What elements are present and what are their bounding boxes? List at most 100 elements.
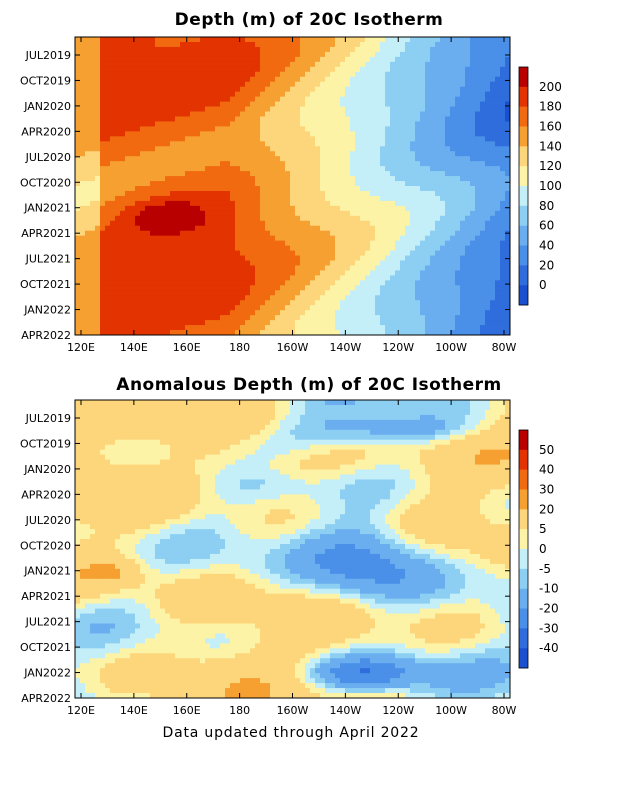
top-heatmap-cell — [265, 81, 271, 88]
top-heatmap-cell — [160, 71, 166, 78]
top-heatmap-cell — [290, 56, 296, 63]
top-heatmap-cell — [130, 255, 136, 261]
top-heatmap-cell — [110, 270, 116, 276]
top-heatmap-cell — [425, 275, 431, 281]
top-heatmap-cell — [250, 320, 256, 326]
top-heatmap-cell — [365, 101, 371, 107]
top-heatmap-cell — [475, 61, 481, 68]
top-heatmap-cell — [395, 310, 401, 316]
top-heatmap-cell — [455, 205, 461, 212]
top-heatmap-cell — [380, 141, 386, 147]
top-heatmap-cell — [460, 176, 466, 182]
top-heatmap-cell — [430, 235, 436, 242]
top-heatmap-cell — [185, 91, 191, 97]
top-heatmap-cell — [145, 255, 151, 261]
top-heatmap-cell — [85, 255, 91, 261]
top-heatmap-cell — [275, 76, 281, 83]
top-heatmap-cell — [475, 176, 481, 182]
top-heatmap-cell — [375, 295, 381, 301]
top-heatmap-cell — [495, 315, 501, 321]
top-heatmap-cell — [300, 146, 306, 152]
top-heatmap-cell — [440, 41, 446, 48]
top-heatmap-cell — [350, 151, 356, 157]
top-heatmap-cell — [480, 146, 486, 152]
top-heatmap-cell — [370, 46, 376, 53]
top-heatmap-cell — [390, 235, 396, 242]
top-heatmap-cell — [465, 101, 471, 107]
top-heatmap-cell — [140, 186, 146, 192]
top-heatmap-cell — [355, 181, 361, 187]
top-heatmap-cell — [430, 250, 436, 256]
top-heatmap-cell — [290, 265, 296, 271]
top-heatmap-cell — [105, 171, 111, 177]
top-heatmap-cell — [140, 240, 146, 246]
top-heatmap-cell — [240, 250, 246, 256]
top-heatmap-cell — [290, 111, 296, 117]
top-heatmap-cell — [470, 245, 476, 251]
top-heatmap-cell — [150, 41, 156, 48]
top-heatmap-cell — [220, 225, 226, 232]
top-heatmap-cell — [285, 116, 291, 122]
top-heatmap-cell — [260, 131, 266, 137]
top-heatmap-cell — [455, 71, 461, 78]
top-heatmap-cell — [365, 96, 371, 102]
top-heatmap-cell — [360, 86, 366, 93]
top-heatmap-cell — [220, 240, 226, 246]
top-heatmap-cell — [325, 285, 331, 291]
top-heatmap-cell — [235, 270, 241, 276]
top-heatmap-cell — [430, 300, 436, 306]
top-heatmap-cell — [505, 310, 511, 316]
top-heatmap-cell — [430, 176, 436, 182]
top-heatmap-cell — [415, 220, 421, 227]
top-heatmap-cell — [120, 51, 126, 58]
top-heatmap-cell — [170, 176, 176, 182]
top-heatmap-cell — [320, 106, 326, 112]
top-heatmap-cell — [120, 121, 126, 127]
top-heatmap-cell — [360, 161, 366, 167]
top-heatmap-cell — [185, 151, 191, 157]
top-heatmap-cell — [305, 151, 311, 157]
top-heatmap-cell — [150, 235, 156, 242]
top-heatmap-cell — [335, 275, 341, 281]
top-heatmap-cell — [245, 56, 251, 63]
top-heatmap-cell — [135, 146, 141, 152]
top-heatmap-cell — [265, 295, 271, 301]
top-heatmap-cell — [435, 91, 441, 97]
top-heatmap-cell — [355, 166, 361, 172]
top-heatmap-cell — [315, 151, 321, 157]
top-heatmap-cell — [80, 61, 86, 68]
top-heatmap-cell — [260, 230, 266, 237]
top-heatmap-cell — [355, 200, 361, 207]
top-heatmap-cell — [200, 300, 206, 306]
top-heatmap-cell — [430, 310, 436, 316]
top-heatmap-cell — [475, 111, 481, 117]
top-heatmap-cell — [150, 320, 156, 326]
top-heatmap-cell — [320, 46, 326, 53]
top-heatmap-cell — [315, 285, 321, 291]
top-heatmap-cell — [225, 46, 231, 53]
top-heatmap-cell — [350, 210, 356, 217]
top-heatmap-cell — [385, 141, 391, 147]
top-heatmap-cell — [130, 141, 136, 147]
top-heatmap-cell — [270, 161, 276, 167]
top-heatmap-cell — [160, 305, 166, 311]
top-heatmap-cell — [130, 240, 136, 246]
top-heatmap-cell — [430, 275, 436, 281]
top-heatmap-cell — [350, 76, 356, 83]
top-heatmap-cell — [385, 81, 391, 88]
top-heatmap-cell — [95, 315, 101, 321]
top-heatmap-cell — [230, 61, 236, 68]
top-heatmap-cell — [380, 210, 386, 217]
top-heatmap-cell — [330, 190, 336, 197]
top-heatmap-cell — [490, 315, 496, 321]
top-heatmap-cell — [475, 51, 481, 58]
top-heatmap-cell — [160, 116, 166, 122]
top-heatmap-cell — [395, 265, 401, 271]
top-heatmap-cell — [365, 285, 371, 291]
top-heatmap-cell — [340, 310, 346, 316]
top-heatmap-cell — [290, 230, 296, 237]
top-heatmap-cell — [290, 225, 296, 232]
top-heatmap-cell — [475, 220, 481, 227]
top-heatmap-cell — [120, 176, 126, 182]
top-heatmap-cell — [375, 260, 381, 266]
